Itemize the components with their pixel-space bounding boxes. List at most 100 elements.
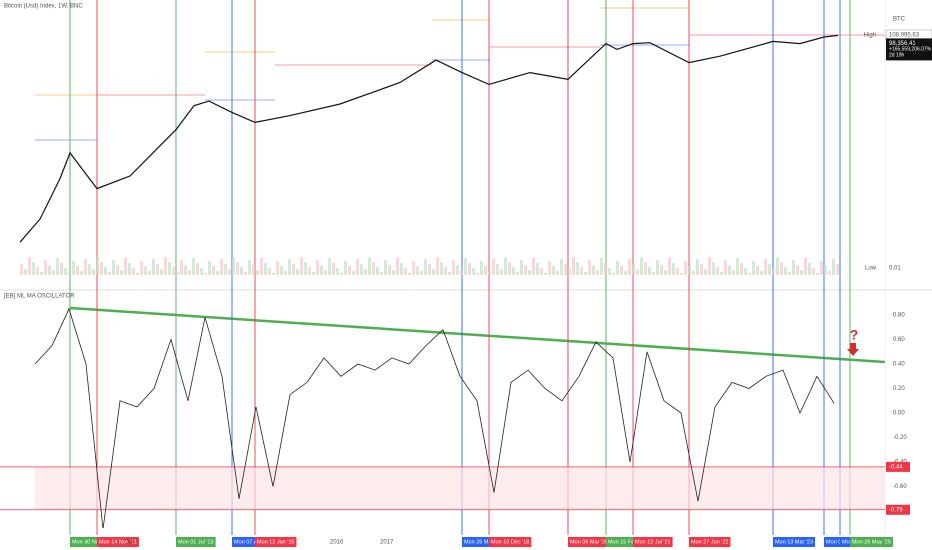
volume-bar bbox=[692, 271, 695, 275]
volume-bar bbox=[200, 268, 203, 275]
osc-tick-label: -0.60 bbox=[893, 484, 907, 490]
volume-bar bbox=[764, 259, 767, 275]
volume-bar bbox=[752, 261, 755, 275]
low-value: 0.01 bbox=[889, 266, 901, 272]
volume-bar bbox=[20, 264, 23, 275]
volume-bar bbox=[712, 262, 715, 275]
volume-bar bbox=[308, 267, 311, 275]
volume-bar bbox=[620, 266, 623, 275]
volume-bar bbox=[492, 259, 495, 275]
volume-bar bbox=[772, 269, 775, 275]
marker-badge bbox=[773, 537, 816, 547]
change: +165,559,206.07% bbox=[889, 47, 932, 53]
volume-bar bbox=[512, 267, 515, 275]
volume-bar bbox=[736, 258, 739, 275]
volume-bar bbox=[184, 265, 187, 275]
volume-bar bbox=[468, 263, 471, 275]
volume-bar bbox=[724, 260, 727, 275]
band-label: -0.79 bbox=[889, 507, 903, 513]
band-badge bbox=[886, 504, 910, 515]
volume-bar bbox=[248, 260, 251, 275]
volume-bar bbox=[500, 269, 503, 275]
marker-label: Mon 27 Jun '22 bbox=[691, 539, 728, 545]
volume-bar bbox=[780, 262, 783, 275]
volume-bar bbox=[48, 265, 51, 275]
countdown: 2d 19h bbox=[889, 53, 905, 59]
volume-bar bbox=[616, 261, 619, 275]
volume-bar bbox=[808, 263, 811, 275]
volume-bar bbox=[412, 261, 415, 275]
volume-bar bbox=[408, 273, 411, 275]
volume-bar bbox=[836, 264, 839, 275]
volume-bar bbox=[476, 273, 479, 275]
volume-bar bbox=[372, 262, 375, 275]
marker-badge bbox=[689, 537, 731, 547]
volume-bar bbox=[324, 270, 327, 275]
volume-bar bbox=[588, 260, 591, 275]
volume-bar bbox=[352, 271, 355, 275]
volume-bar bbox=[632, 264, 635, 275]
volume-bar bbox=[828, 271, 831, 275]
volume-bar bbox=[124, 258, 127, 275]
volume-bar bbox=[328, 258, 331, 275]
volume-bar bbox=[316, 260, 319, 275]
volume-bar bbox=[564, 264, 567, 275]
volume-bar bbox=[172, 267, 175, 275]
volume-bar bbox=[92, 269, 95, 275]
volume-bar bbox=[148, 271, 151, 275]
volume-bar bbox=[472, 268, 475, 275]
volume-bar bbox=[660, 265, 663, 275]
osc-tick-label: 0.40 bbox=[893, 362, 905, 368]
osc-tick-label: 0.00 bbox=[893, 411, 905, 417]
volume-bar bbox=[480, 261, 483, 275]
volume-bar bbox=[744, 268, 747, 275]
volume-bar bbox=[436, 257, 439, 275]
volume-bar bbox=[116, 265, 119, 275]
volume-bar bbox=[52, 270, 55, 275]
volume-bar bbox=[344, 261, 347, 275]
volume-bar bbox=[428, 264, 431, 275]
volume-bar bbox=[320, 265, 323, 275]
volume-bar bbox=[824, 266, 827, 275]
volume-bar bbox=[88, 264, 91, 275]
volume-bar bbox=[728, 265, 731, 275]
volume-bar bbox=[572, 257, 575, 275]
time-label: 2016 bbox=[330, 540, 344, 546]
volume-bar bbox=[684, 261, 687, 275]
volume-bar bbox=[576, 262, 579, 275]
marker-badge bbox=[633, 537, 673, 547]
oversold-zone bbox=[35, 466, 885, 510]
volume-bar bbox=[404, 268, 407, 275]
osc-tick-label: 0.60 bbox=[893, 337, 905, 343]
volume-bar bbox=[672, 263, 675, 275]
volume-bar bbox=[84, 259, 87, 275]
volume-bar bbox=[544, 273, 547, 275]
volume-bar bbox=[612, 273, 615, 275]
volume-bar bbox=[608, 268, 611, 275]
volume-bar bbox=[196, 263, 199, 275]
volume-bar bbox=[804, 258, 807, 275]
marker-badge bbox=[850, 537, 893, 547]
volume-bar bbox=[716, 267, 719, 275]
volume-bar bbox=[112, 260, 115, 275]
volume-bar bbox=[832, 259, 835, 275]
volume-bar bbox=[648, 267, 651, 275]
volume-bar bbox=[132, 268, 135, 275]
volume-bar bbox=[384, 260, 387, 275]
axis-symbol: BTC bbox=[893, 17, 906, 23]
volume-bar bbox=[364, 269, 367, 275]
fib-lines bbox=[35, 7, 885, 141]
volume-bar bbox=[244, 272, 247, 275]
volume-bar bbox=[224, 264, 227, 275]
volume-bar bbox=[624, 271, 627, 275]
volume-bar bbox=[360, 264, 363, 275]
marker-label: Mon 13 Mar '23 bbox=[775, 539, 813, 545]
marker-badge bbox=[176, 537, 216, 547]
volume-bar bbox=[580, 267, 583, 275]
volume-bar bbox=[740, 263, 743, 275]
volume-bar bbox=[540, 268, 543, 275]
volume-bar bbox=[812, 268, 815, 275]
volume-bar bbox=[444, 267, 447, 275]
volume-bar bbox=[784, 267, 787, 275]
volume-bar bbox=[216, 271, 219, 275]
